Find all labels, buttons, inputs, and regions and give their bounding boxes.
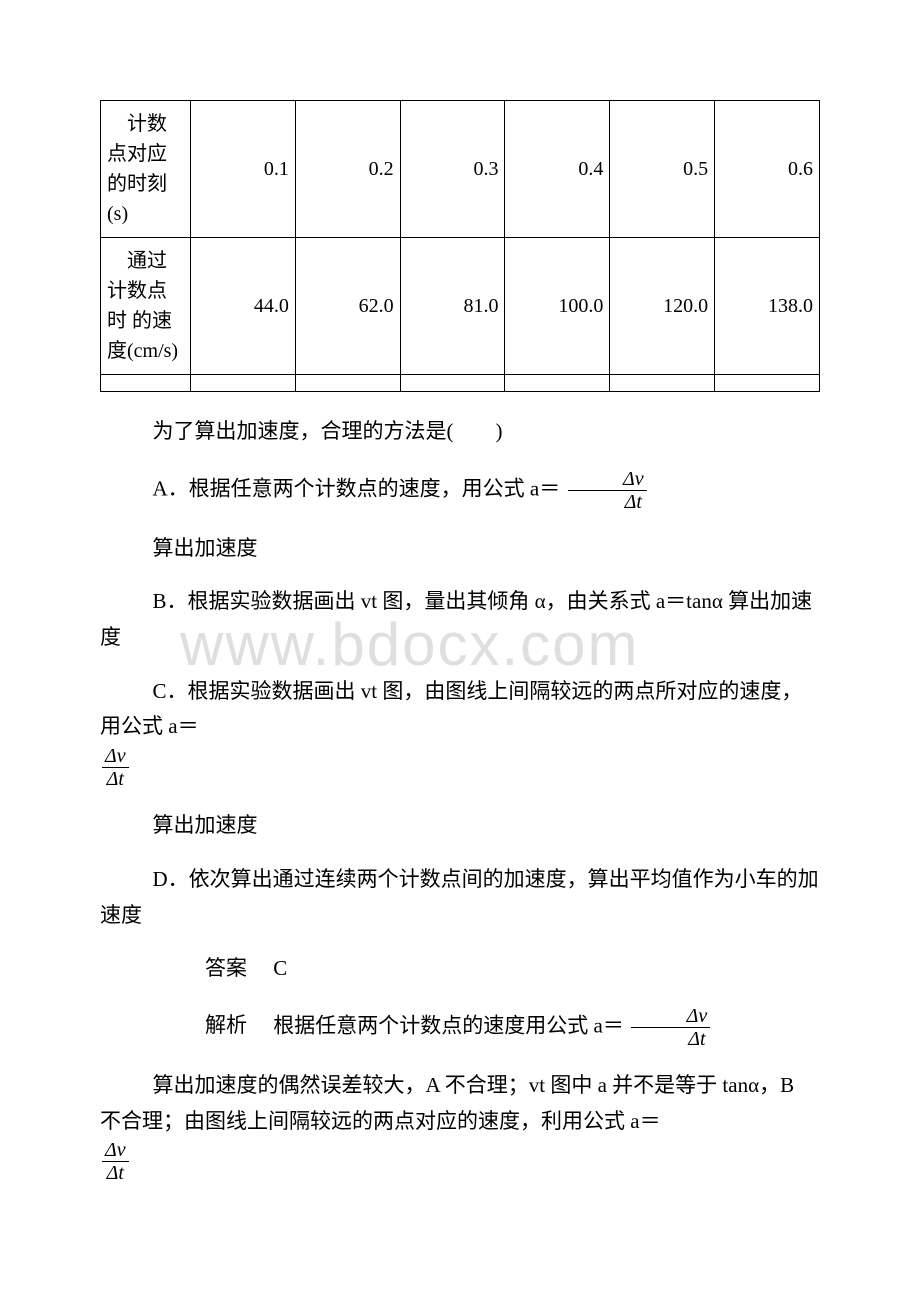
speed-cell: 44.0 <box>191 238 296 375</box>
empty-cell <box>191 375 296 392</box>
data-table: 计数点对应的时刻(s) 0.1 0.2 0.3 0.4 0.5 0.6 通过计数… <box>100 100 820 392</box>
option-d: D．依次算出通过连续两个计数点间的加速度，算出平均值作为小车的加速度 <box>100 862 820 933</box>
explain-label: 解析 <box>153 1008 248 1044</box>
empty-cell <box>400 375 505 392</box>
paragraphs: 为了算出加速度，合理的方法是( ) A．根据任意两个计数点的速度，用公式 a＝ … <box>100 414 820 1184</box>
explain-mid-text: 算出加速度的偶然误差较大，A 不合理；vt 图中 a 并不是等于 tanα，B … <box>100 1068 820 1139</box>
speed-cell: 81.0 <box>400 238 505 375</box>
option-c-pre: C．根据实验数据画出 vt 图，由图线上间隔较远的两点所对应的速度，用公式 a＝ <box>100 674 820 745</box>
fraction-num: Δv <box>102 1139 129 1162</box>
row-header-speed: 通过计数点时 的速度(cm/s) <box>101 238 191 375</box>
explain-pre: 根据任意两个计数点的速度用公式 a＝ <box>273 1013 624 1037</box>
time-cell: 0.5 <box>610 101 715 238</box>
fraction-num: Δv <box>102 745 129 768</box>
time-cell: 0.1 <box>191 101 296 238</box>
empty-cell <box>505 375 610 392</box>
speed-cell: 100.0 <box>505 238 610 375</box>
option-a-post: 算出加速度 <box>100 531 820 567</box>
answer-label: 答案 <box>153 951 248 987</box>
fraction-den: Δt <box>102 1162 129 1184</box>
empty-cell <box>101 375 191 392</box>
table-row: 通过计数点时 的速度(cm/s) 44.0 62.0 81.0 100.0 12… <box>101 238 820 375</box>
option-a: A．根据任意两个计数点的速度，用公式 a＝ Δv Δt <box>100 468 820 513</box>
table-row: 计数点对应的时刻(s) 0.1 0.2 0.3 0.4 0.5 0.6 <box>101 101 820 238</box>
fraction-den: Δt <box>102 768 129 790</box>
fraction-den: Δt <box>568 491 647 513</box>
speed-cell: 62.0 <box>295 238 400 375</box>
option-a-pre: A．根据任意两个计数点的速度，用公式 a＝ <box>153 476 561 500</box>
fraction: Δv Δt <box>100 1139 131 1184</box>
fraction: Δv Δt <box>566 468 649 513</box>
time-cell: 0.2 <box>295 101 400 238</box>
option-c-post: 算出加速度 <box>100 808 820 844</box>
question-text: 为了算出加速度，合理的方法是( ) <box>100 414 820 450</box>
speed-cell: 138.0 <box>715 238 820 375</box>
fraction: Δv Δt <box>100 745 131 790</box>
fraction-den: Δt <box>631 1028 710 1050</box>
content: 计数点对应的时刻(s) 0.1 0.2 0.3 0.4 0.5 0.6 通过计数… <box>100 100 820 1184</box>
option-c: C．根据实验数据画出 vt 图，由图线上间隔较远的两点所对应的速度，用公式 a＝… <box>100 674 820 790</box>
empty-cell <box>295 375 400 392</box>
row-header-time: 计数点对应的时刻(s) <box>101 101 191 238</box>
answer-line: 答案 C <box>100 951 820 987</box>
option-b: B．根据实验数据画出 vt 图，量出其倾角 α，由关系式 a＝tanα 算出加速… <box>100 584 820 655</box>
answer-value: C <box>273 956 287 980</box>
speed-cell: 120.0 <box>610 238 715 375</box>
fraction: Δv Δt <box>629 1005 712 1050</box>
empty-cell <box>715 375 820 392</box>
fraction-num: Δv <box>631 1005 710 1028</box>
table-row <box>101 375 820 392</box>
empty-cell <box>610 375 715 392</box>
time-cell: 0.6 <box>715 101 820 238</box>
explain-line: 解析 根据任意两个计数点的速度用公式 a＝ Δv Δt <box>100 1005 820 1050</box>
fraction-num: Δv <box>568 468 647 491</box>
explain-mid: 算出加速度的偶然误差较大，A 不合理；vt 图中 a 并不是等于 tanα，B … <box>100 1068 820 1184</box>
time-cell: 0.3 <box>400 101 505 238</box>
time-cell: 0.4 <box>505 101 610 238</box>
